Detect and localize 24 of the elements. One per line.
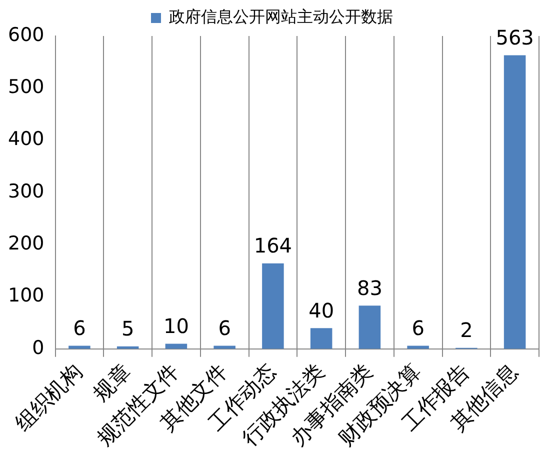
y-tick-label: 300 xyxy=(8,180,44,202)
bar xyxy=(310,328,332,349)
data-label: 164 xyxy=(254,234,292,258)
data-label: 5 xyxy=(121,316,134,341)
y-tick-label: 400 xyxy=(8,128,44,150)
y-tick-label: 200 xyxy=(8,232,44,255)
bar xyxy=(504,55,526,349)
data-label: 10 xyxy=(163,314,189,338)
bar xyxy=(165,344,188,349)
y-tick-label: 100 xyxy=(8,284,44,307)
data-label: 83 xyxy=(356,276,382,300)
data-label: 6 xyxy=(218,316,231,340)
data-label: 6 xyxy=(412,316,424,340)
y-tick-label: 500 xyxy=(8,76,44,98)
y-tick-label: 600 xyxy=(8,24,44,46)
data-label: 563 xyxy=(496,26,534,50)
data-label: 6 xyxy=(73,316,86,340)
bar xyxy=(262,263,284,349)
bar xyxy=(358,306,381,349)
legend-label: 政府信息公开网站主动公开数据 xyxy=(169,7,393,26)
data-label: 40 xyxy=(308,298,334,322)
y-tick-label: 0 xyxy=(32,336,44,359)
data-label: 2 xyxy=(460,318,473,342)
x-tick-label: 组织机构 xyxy=(10,359,87,436)
